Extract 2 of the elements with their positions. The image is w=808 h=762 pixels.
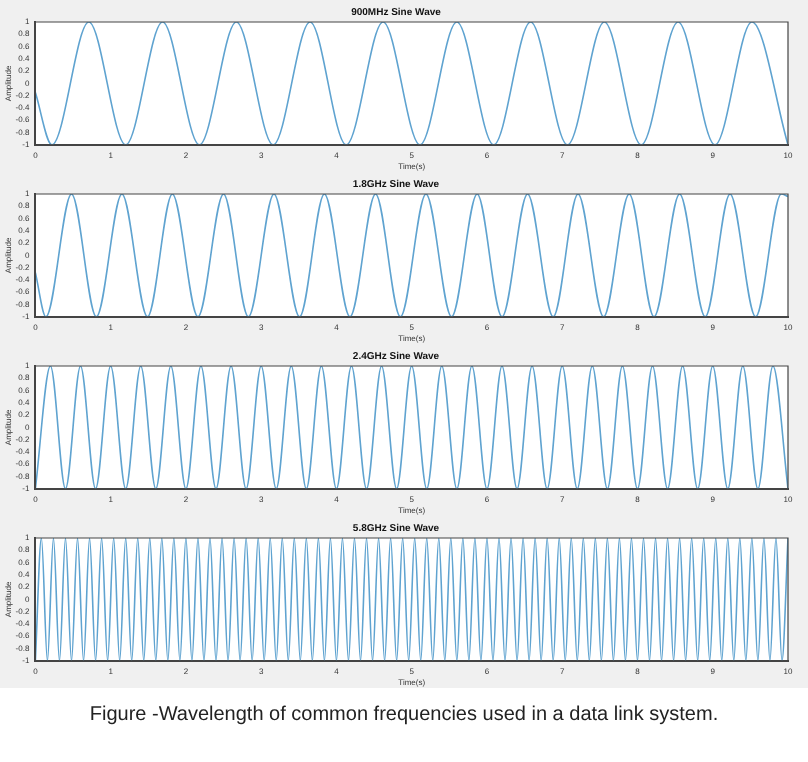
line-series	[35, 194, 788, 317]
text: Figure -Wavelength of common frequencies used in a data link system.	[0, 688, 808, 734]
